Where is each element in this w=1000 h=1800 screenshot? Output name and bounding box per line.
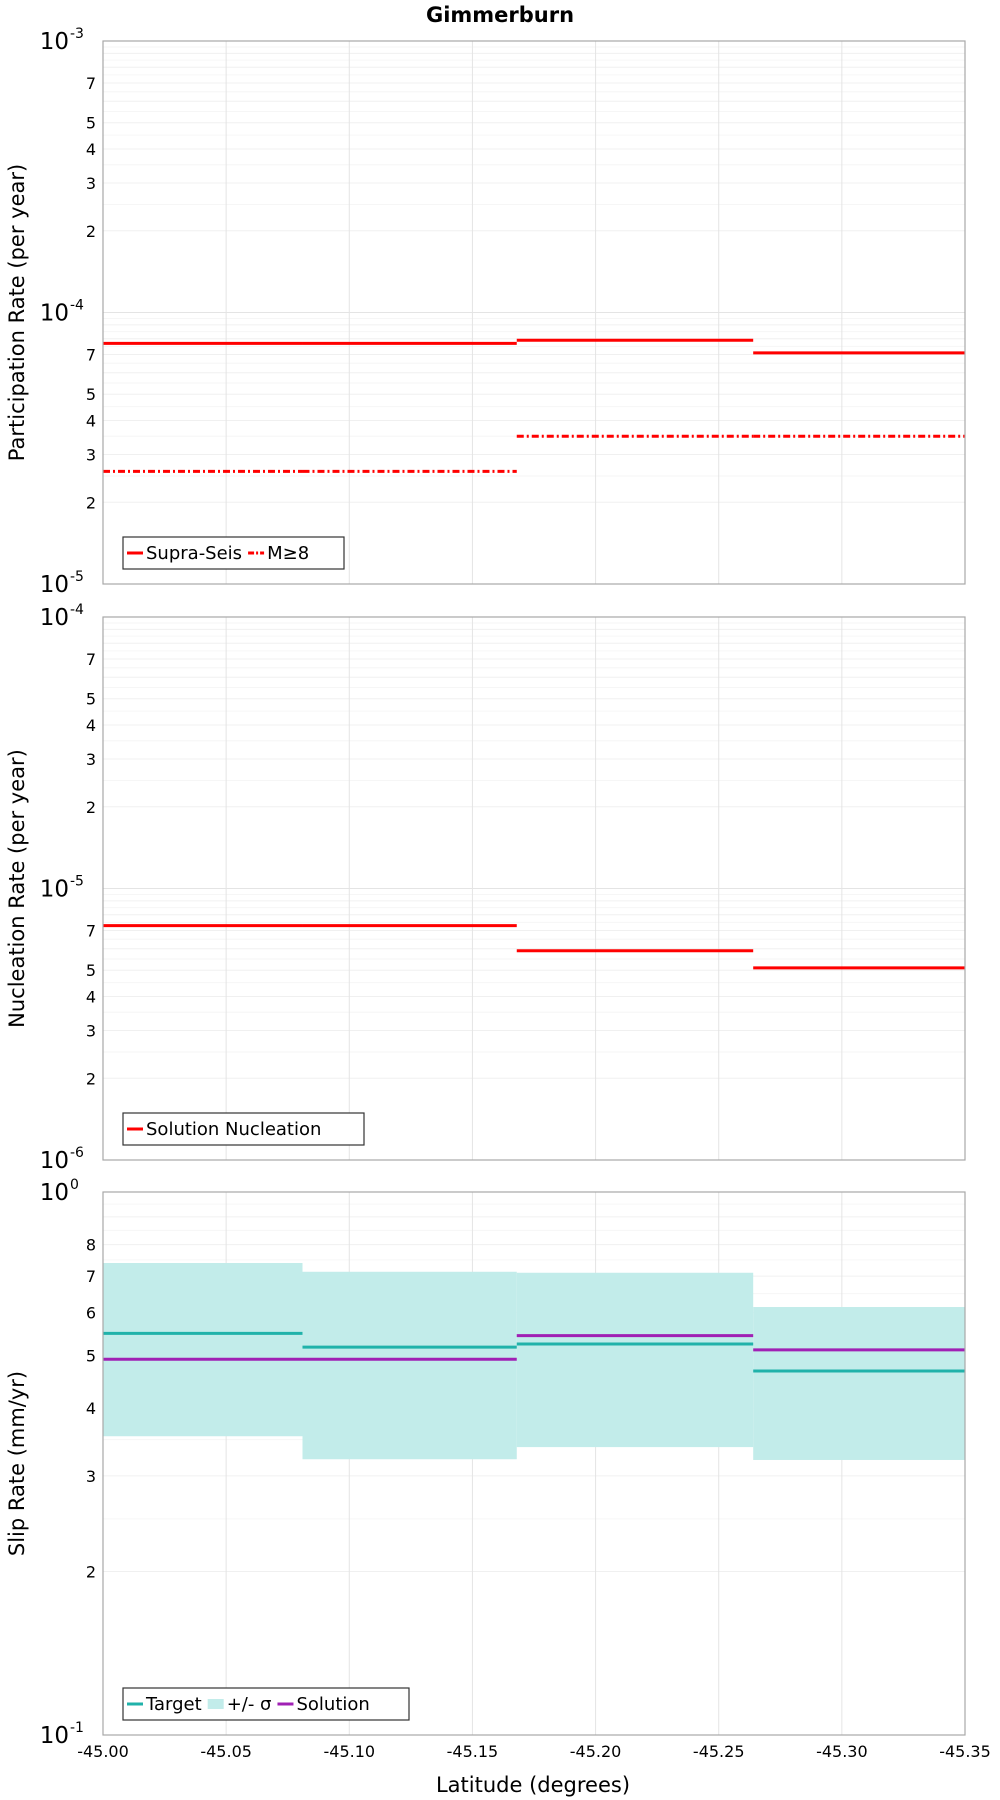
- legend: Solution Nucleation: [122, 1112, 365, 1146]
- y-tick-label: 4: [86, 1399, 96, 1418]
- legend-box: [122, 1112, 365, 1146]
- legend: Supra-Seis M≥8: [122, 536, 345, 570]
- y-tick-label: 4: [86, 412, 96, 431]
- y-tick-label: 7: [86, 74, 96, 93]
- legend-label: +/- σ: [227, 1694, 272, 1715]
- y-tick-label: 5: [86, 961, 96, 980]
- x-tick-label: -45.25: [693, 1742, 745, 1761]
- y-tick-label: 10: [40, 1723, 69, 1749]
- x-tick-label: -45.30: [816, 1742, 868, 1761]
- y-axis-label: Participation Rate (per year): [5, 164, 29, 461]
- x-tick-label: -45.35: [939, 1742, 991, 1761]
- y-tick-label: 2: [86, 222, 96, 241]
- y-tick-exponent: 0: [70, 1177, 79, 1193]
- x-tick-label: -45.05: [200, 1742, 252, 1761]
- legend-box: [122, 1687, 410, 1721]
- y-tick-label: 10: [40, 29, 69, 55]
- y-tick-label: 2: [86, 1563, 96, 1582]
- y-axis-label: Slip Rate (mm/yr): [5, 1371, 29, 1556]
- legend: Target +/- σ Solution: [122, 1687, 410, 1721]
- x-tick-label: -45.10: [323, 1742, 375, 1761]
- y-tick-exponent: -4: [70, 602, 84, 618]
- chart-title: Gimmerburn: [426, 3, 574, 27]
- y-tick-label: 3: [86, 1021, 96, 1040]
- band-step: [302, 1271, 517, 1460]
- plot-frame: [102, 616, 966, 1161]
- y-tick-exponent: -5: [70, 874, 84, 890]
- y-tick-label: 8: [86, 1236, 96, 1255]
- y-tick-label: 2: [86, 1069, 96, 1088]
- legend-label: Supra-Seis: [146, 543, 242, 564]
- plot-frame: [102, 40, 966, 585]
- y-tick-label: 10: [40, 1180, 69, 1206]
- y-tick-label: 4: [86, 140, 96, 159]
- y-tick-label: 3: [86, 174, 96, 193]
- legend-label: Solution: [296, 1694, 369, 1715]
- y-tick-label: 5: [86, 114, 96, 133]
- y-tick-label: 10: [40, 877, 69, 903]
- y-tick-label: 10: [40, 1148, 69, 1174]
- y-tick-label: 2: [86, 493, 96, 512]
- y-tick-label: 10: [40, 301, 69, 327]
- legend-swatch: [207, 1699, 224, 1709]
- y-tick-label: 7: [86, 346, 96, 365]
- band-step: [103, 1263, 303, 1437]
- y-tick-label: 6: [86, 1303, 96, 1322]
- legend-label: Target: [145, 1694, 202, 1715]
- x-tick-label: -45.00: [77, 1742, 129, 1761]
- y-tick-exponent: -3: [70, 26, 84, 42]
- y-tick-label: 7: [86, 922, 96, 941]
- band-step: [516, 1272, 754, 1448]
- y-tick-label: 5: [86, 690, 96, 709]
- y-tick-exponent: -5: [70, 569, 84, 585]
- y-tick-exponent: -4: [70, 298, 84, 314]
- legend-box: [122, 536, 345, 570]
- y-tick-label: 5: [86, 385, 96, 404]
- y-tick-label: 3: [86, 750, 96, 769]
- y-tick-label: 4: [86, 716, 96, 735]
- y-axis-label: Nucleation Rate (per year): [5, 749, 29, 1028]
- x-tick-label: -45.15: [447, 1742, 499, 1761]
- y-tick-label: 10: [40, 605, 69, 631]
- y-tick-label: 7: [86, 650, 96, 669]
- x-tick-label: -45.20: [570, 1742, 622, 1761]
- legend-label: Solution Nucleation: [146, 1119, 321, 1140]
- plot-frame: [102, 1191, 966, 1736]
- band-step: [753, 1307, 965, 1460]
- x-axis-label: Latitude (degrees): [436, 1773, 630, 1797]
- legend-label: M≥8: [267, 543, 309, 564]
- y-tick-label: 2: [86, 798, 96, 817]
- y-tick-label: 10: [40, 572, 69, 598]
- y-tick-exponent: -1: [70, 1720, 84, 1736]
- y-tick-label: 7: [86, 1267, 96, 1286]
- y-tick-exponent: -6: [70, 1145, 84, 1161]
- y-tick-label: 4: [86, 988, 96, 1007]
- y-tick-label: 5: [86, 1346, 96, 1365]
- y-tick-label: 3: [86, 445, 96, 464]
- y-tick-label: 3: [86, 1467, 96, 1486]
